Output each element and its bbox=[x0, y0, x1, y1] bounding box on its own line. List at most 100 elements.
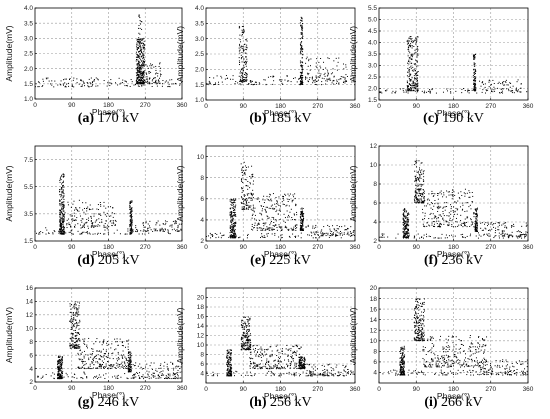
data-point bbox=[61, 372, 63, 374]
data-point bbox=[510, 234, 512, 236]
data-point bbox=[241, 31, 243, 33]
data-point bbox=[73, 319, 75, 321]
data-point bbox=[484, 92, 486, 94]
data-point bbox=[177, 375, 179, 377]
data-point bbox=[74, 347, 76, 349]
data-point bbox=[85, 363, 87, 365]
data-point bbox=[342, 63, 344, 65]
data-point bbox=[415, 179, 417, 181]
data-point bbox=[99, 201, 101, 203]
data-point bbox=[443, 194, 445, 196]
data-point bbox=[408, 84, 410, 86]
data-point bbox=[148, 81, 150, 83]
data-point bbox=[126, 366, 128, 368]
data-point bbox=[300, 214, 302, 216]
data-point bbox=[429, 91, 431, 93]
data-point bbox=[292, 219, 294, 221]
data-point bbox=[89, 365, 91, 367]
data-point bbox=[126, 340, 128, 342]
data-point bbox=[243, 50, 245, 52]
data-point bbox=[244, 73, 246, 75]
data-point bbox=[273, 374, 275, 376]
data-point bbox=[248, 193, 250, 195]
data-point bbox=[280, 237, 282, 239]
data-point bbox=[275, 197, 277, 199]
data-point bbox=[232, 78, 234, 80]
data-point bbox=[519, 235, 521, 237]
data-point bbox=[151, 80, 153, 82]
data-point bbox=[407, 90, 409, 92]
data-point bbox=[131, 218, 133, 220]
data-point bbox=[336, 79, 338, 81]
data-point bbox=[143, 229, 145, 231]
data-point bbox=[239, 78, 241, 80]
data-point bbox=[130, 371, 132, 373]
data-point bbox=[127, 364, 129, 366]
data-point bbox=[70, 326, 72, 328]
data-point bbox=[503, 234, 505, 236]
data-point bbox=[58, 230, 60, 232]
data-point bbox=[177, 225, 179, 227]
data-point bbox=[61, 224, 63, 226]
data-point bbox=[63, 228, 65, 230]
data-point bbox=[429, 213, 431, 215]
data-point bbox=[106, 368, 108, 370]
data-point bbox=[474, 88, 476, 90]
data-point bbox=[413, 237, 415, 239]
data-point bbox=[60, 220, 62, 222]
data-point bbox=[261, 235, 263, 237]
data-point bbox=[76, 210, 78, 212]
data-point bbox=[246, 72, 248, 74]
data-point bbox=[426, 236, 428, 238]
data-point bbox=[247, 374, 249, 376]
data-point bbox=[62, 225, 64, 227]
data-point bbox=[235, 236, 237, 238]
data-point bbox=[232, 220, 234, 222]
data-point bbox=[408, 82, 410, 84]
data-point bbox=[476, 227, 478, 229]
data-point bbox=[466, 192, 468, 194]
data-point bbox=[243, 80, 245, 82]
data-point bbox=[136, 76, 138, 78]
data-point bbox=[307, 225, 309, 227]
data-point bbox=[235, 235, 237, 237]
data-point bbox=[259, 83, 261, 85]
data-point bbox=[453, 206, 455, 208]
data-point bbox=[300, 64, 302, 66]
data-point bbox=[453, 226, 455, 228]
data-point bbox=[421, 173, 423, 175]
data-point bbox=[408, 234, 410, 236]
data-point bbox=[63, 233, 65, 235]
data-point bbox=[317, 234, 319, 236]
data-point bbox=[323, 232, 325, 234]
data-point bbox=[110, 364, 112, 366]
data-point bbox=[302, 207, 304, 209]
data-point bbox=[417, 90, 419, 92]
data-point bbox=[457, 225, 459, 227]
data-point bbox=[266, 235, 268, 237]
data-point bbox=[406, 228, 408, 230]
data-point bbox=[243, 195, 245, 197]
data-point bbox=[234, 207, 236, 209]
data-point bbox=[84, 222, 86, 224]
data-point bbox=[61, 195, 63, 197]
data-point bbox=[314, 373, 316, 375]
data-point bbox=[131, 230, 133, 232]
data-point bbox=[69, 344, 71, 346]
data-point bbox=[231, 230, 233, 232]
data-point bbox=[252, 204, 254, 206]
data-point bbox=[300, 221, 302, 223]
data-point bbox=[251, 83, 253, 85]
data-point bbox=[76, 322, 78, 324]
data-point bbox=[139, 20, 141, 22]
data-point bbox=[137, 63, 139, 65]
data-point bbox=[78, 366, 80, 368]
data-point bbox=[109, 365, 111, 367]
data-point bbox=[301, 207, 303, 209]
data-point bbox=[433, 225, 435, 227]
data-point bbox=[110, 83, 112, 85]
data-point bbox=[60, 378, 62, 380]
data-point bbox=[503, 84, 505, 86]
data-point bbox=[318, 70, 320, 72]
y-tick-label: 4.0 bbox=[195, 5, 204, 12]
